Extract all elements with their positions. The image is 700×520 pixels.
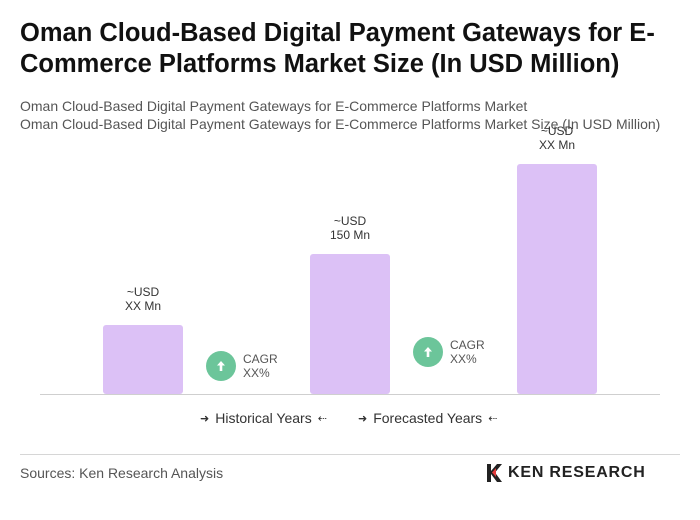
arrow-left-icon: ⇠	[317, 412, 327, 425]
bar-3	[517, 164, 597, 394]
chart-area: ~USD XX Mn ~USD 150 Mn ~USD XX Mn CAGR X…	[93, 124, 607, 394]
chart-title: Oman Cloud-Based Digital Payment Gateway…	[20, 19, 655, 78]
bar-label-2: ~USD 150 Mn	[300, 214, 400, 242]
cagr-marker-1: CAGR XX%	[206, 351, 278, 381]
bars-svg	[103, 164, 597, 394]
cagr-label-1: CAGR	[243, 352, 278, 366]
bar-label-3-line2: XX Mn	[538, 138, 575, 152]
legend-forecasted: ➜ Forecasted Years ⇠	[358, 410, 497, 426]
cagr-text-2: CAGR XX%	[450, 338, 485, 366]
cagr-value-1: XX%	[243, 366, 270, 380]
ken-logo-icon	[487, 464, 502, 482]
arrow-up-icon	[413, 337, 443, 367]
legend-forecasted-label: Forecasted Years	[373, 410, 483, 426]
arrow-right-icon: ➜	[200, 412, 210, 425]
cagr-marker-2: CAGR XX%	[413, 337, 485, 367]
arrow-right-icon: ➜	[358, 412, 368, 425]
footer-divider	[20, 454, 680, 455]
bar-label-1: ~USD XX Mn	[93, 285, 193, 313]
bar-label-2-line2: 150 Mn	[329, 228, 371, 242]
cagr-label-2: CAGR	[450, 338, 485, 352]
x-axis-line	[40, 394, 660, 395]
legend-historical: ➜ Historical Years ⇠	[200, 410, 327, 426]
bar-1	[103, 325, 183, 394]
bar-label-2-line1: ~USD	[333, 214, 367, 228]
cagr-value-2: XX%	[450, 352, 477, 366]
logo-text: KEN RESEARCH	[508, 464, 646, 481]
bar-2	[310, 254, 390, 394]
bar-label-1-line2: XX Mn	[124, 299, 161, 313]
chart-subtitle-secondary: Oman Cloud-Based Digital Payment Gateway…	[20, 116, 661, 132]
bar-label-1-line1: ~USD	[126, 285, 160, 299]
arrow-left-icon: ⇠	[488, 412, 498, 425]
bar-label-3-line1: ~USD	[540, 124, 574, 138]
ken-research-logo: KEN RESEARCH	[486, 463, 646, 483]
bar-label-3: ~USD XX Mn	[507, 124, 607, 152]
arrow-up-icon	[206, 351, 236, 381]
legend-historical-label: Historical Years	[215, 410, 312, 426]
chart-subtitle: Oman Cloud-Based Digital Payment Gateway…	[20, 98, 528, 114]
source-note: Sources: Ken Research Analysis	[20, 465, 224, 481]
cagr-text-1: CAGR XX%	[243, 352, 278, 380]
